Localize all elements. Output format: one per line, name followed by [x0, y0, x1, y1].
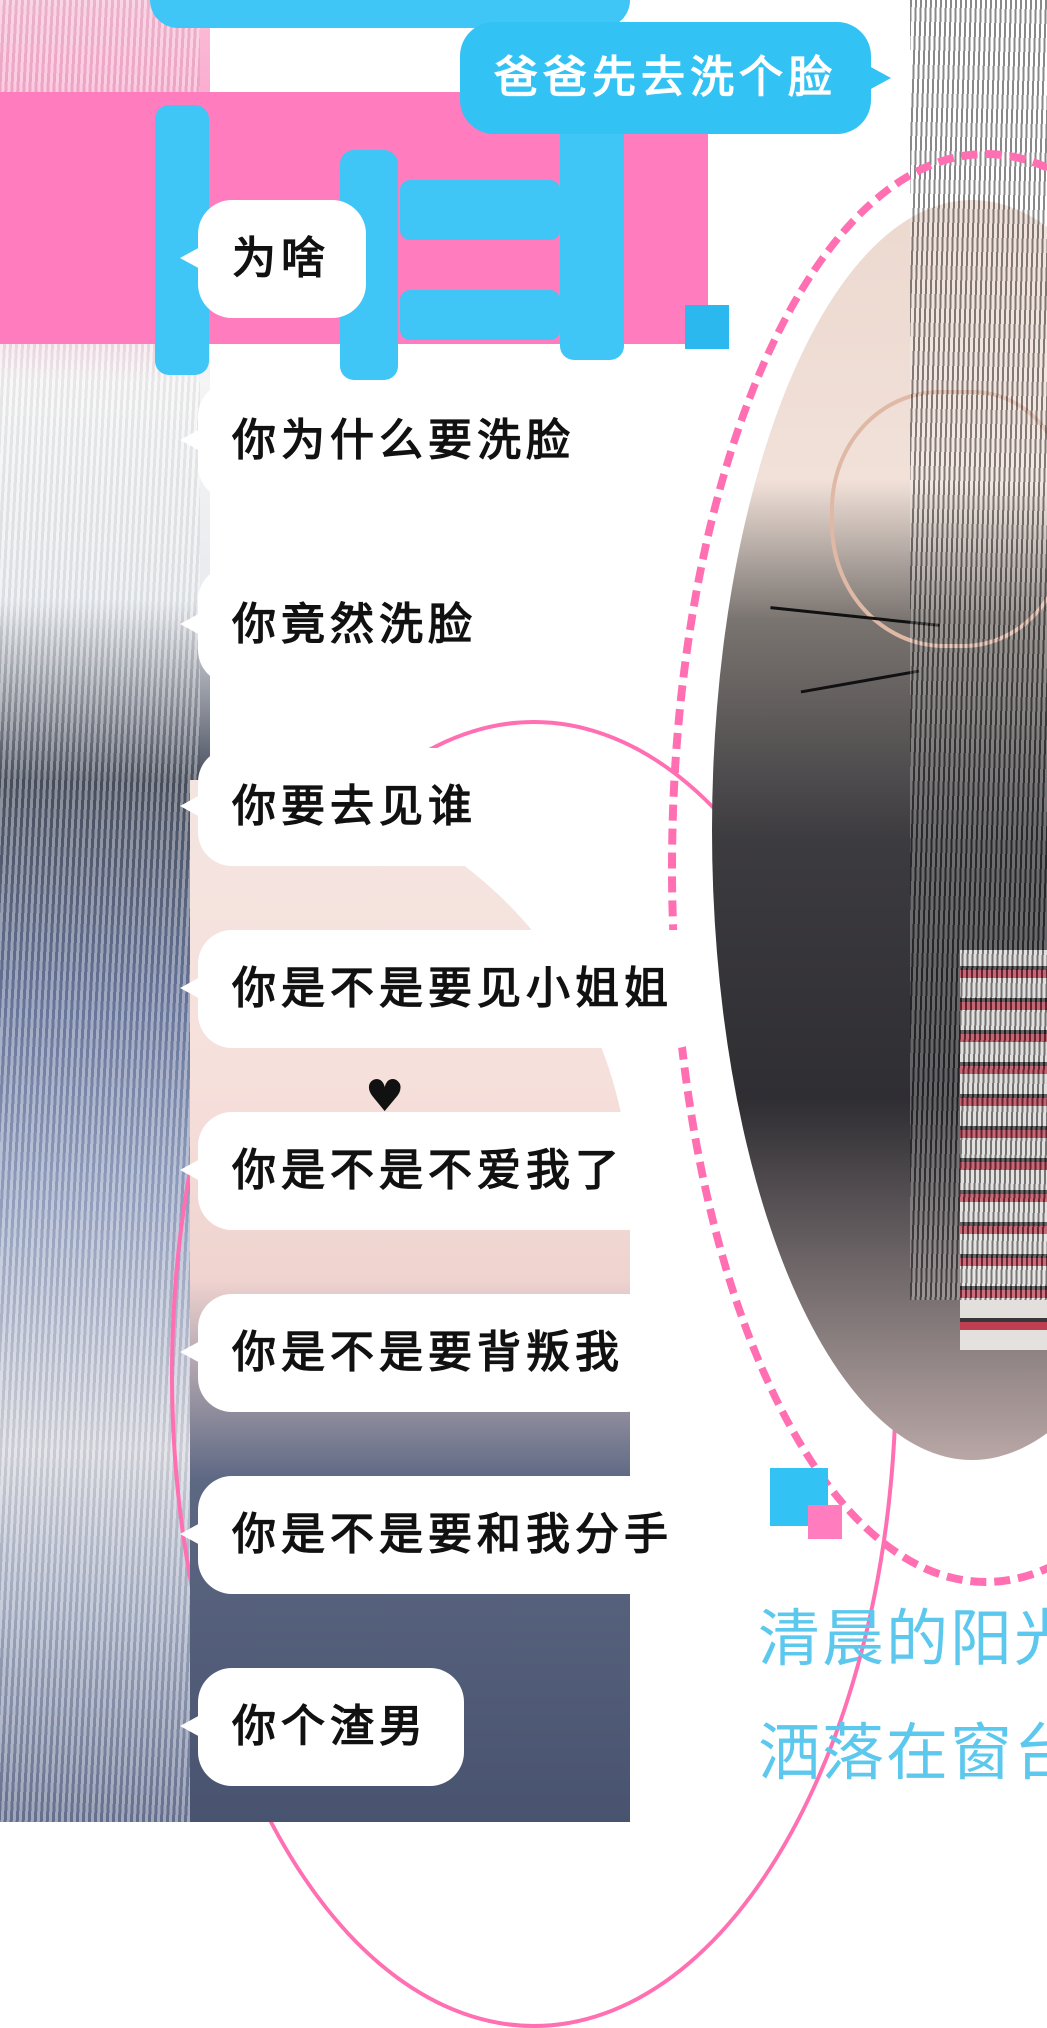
- incoming-message-bubble[interactable]: 你是不是要背叛我: [180, 1294, 660, 1412]
- title-logo-part: [560, 110, 624, 360]
- incoming-message-bubble[interactable]: 你要去见谁: [180, 748, 513, 866]
- incoming-message-bubble[interactable]: 为啥: [180, 200, 366, 318]
- title-logo-part: [400, 290, 560, 340]
- heart-icon: ♥: [365, 1071, 405, 1122]
- side-caption-line1: 清晨的阳光: [758, 1602, 1047, 1675]
- incoming-message-bubble[interactable]: 你是不是要见小姐姐: [180, 930, 709, 1048]
- side-caption-line2: 洒落在窗台: [758, 1716, 1047, 1789]
- incoming-message-bubble[interactable]: 你为什么要洗脸: [180, 382, 611, 500]
- incoming-message-bubble[interactable]: 你个渣男: [180, 1668, 464, 1786]
- title-logo-part: [400, 180, 560, 240]
- incoming-message-bubble[interactable]: 你是不是要和我分手: [180, 1476, 709, 1594]
- incoming-message-bubble[interactable]: 你是不是不爱我了: [180, 1112, 660, 1230]
- incoming-message-bubble[interactable]: 你竟然洗脸: [180, 566, 513, 684]
- outgoing-message-bubble[interactable]: 爸爸先去洗个脸: [460, 22, 891, 134]
- pink-square-decor: [808, 1505, 842, 1539]
- blue-square-decor: [685, 305, 729, 349]
